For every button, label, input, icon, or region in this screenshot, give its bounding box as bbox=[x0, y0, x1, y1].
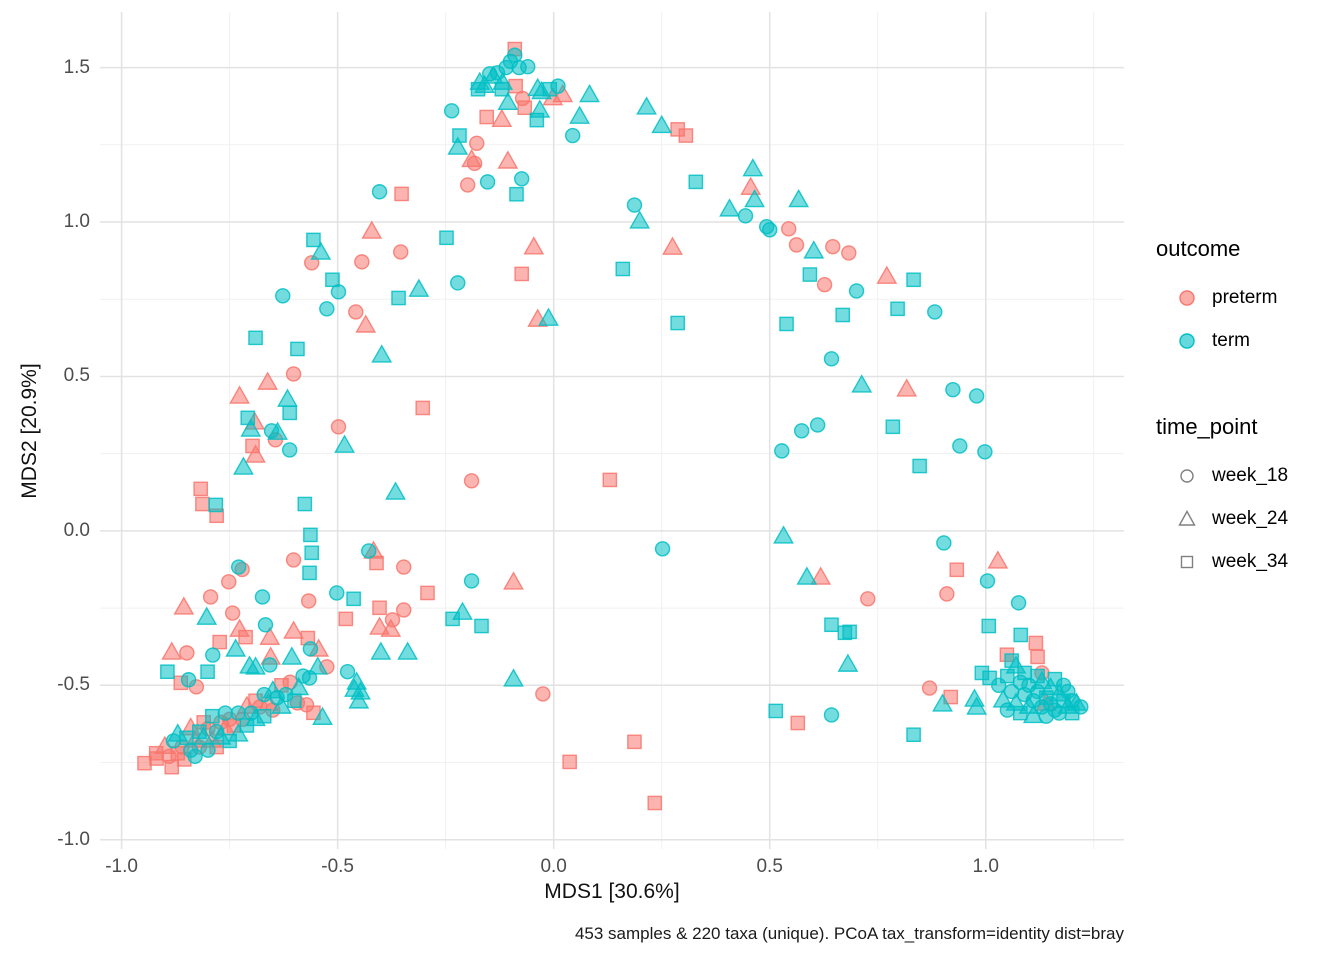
legend-title-outcome: outcome bbox=[1156, 236, 1241, 261]
y-tick-1.0: 1.0 bbox=[63, 211, 90, 233]
y-tick--0.5: -0.5 bbox=[57, 674, 90, 696]
series-term-week_34 bbox=[160, 81, 1080, 749]
x-tick--1.0: -1.0 bbox=[105, 856, 138, 877]
legend-label-preterm: preterm bbox=[1212, 286, 1278, 308]
legend-label-term: term bbox=[1212, 329, 1250, 351]
y-tick--1.0: -1.0 bbox=[57, 828, 90, 850]
legend-item-term: term bbox=[1152, 319, 1342, 362]
legend-item-week-18: week_18 bbox=[1152, 454, 1342, 497]
x-tick-0.0: 0.0 bbox=[540, 856, 567, 877]
x-axis-title: MDS1 [30.6%] bbox=[544, 880, 680, 903]
week-34-square-icon bbox=[1174, 551, 1200, 573]
figure-caption: 453 samples & 220 taxa (unique). PCoA ta… bbox=[574, 924, 1124, 943]
legend-item-week-24: week_24 bbox=[1152, 497, 1342, 540]
preterm-key-icon bbox=[1174, 287, 1200, 309]
series-term-week_18 bbox=[165, 47, 1089, 765]
legend-title-time-point: time_point bbox=[1156, 414, 1258, 439]
legend-label-week-34: week_34 bbox=[1212, 550, 1289, 572]
y-tick-0.0: 0.0 bbox=[63, 519, 90, 541]
x-tick-1.0: 1.0 bbox=[972, 856, 999, 877]
legend-label-week-18: week_18 bbox=[1212, 464, 1289, 486]
week-24-triangle-icon bbox=[1174, 508, 1200, 530]
y-axis-title: MDS2 [20.9%] bbox=[18, 363, 41, 499]
legend-label-week-24: week_24 bbox=[1212, 507, 1289, 529]
legend: outcome preterm term time_point week_18 … bbox=[1152, 236, 1342, 583]
x-tick--0.5: -0.5 bbox=[321, 856, 354, 877]
legend-item-preterm: preterm bbox=[1152, 276, 1342, 319]
week-18-circle-icon bbox=[1174, 465, 1200, 487]
y-tick-0.5: 0.5 bbox=[63, 365, 90, 387]
legend-item-week-34: week_34 bbox=[1152, 540, 1342, 583]
y-tick-1.5: 1.5 bbox=[63, 56, 90, 78]
x-tick-0.5: 0.5 bbox=[756, 856, 783, 877]
legend-spacer bbox=[1152, 362, 1342, 414]
term-key-icon bbox=[1174, 330, 1200, 352]
